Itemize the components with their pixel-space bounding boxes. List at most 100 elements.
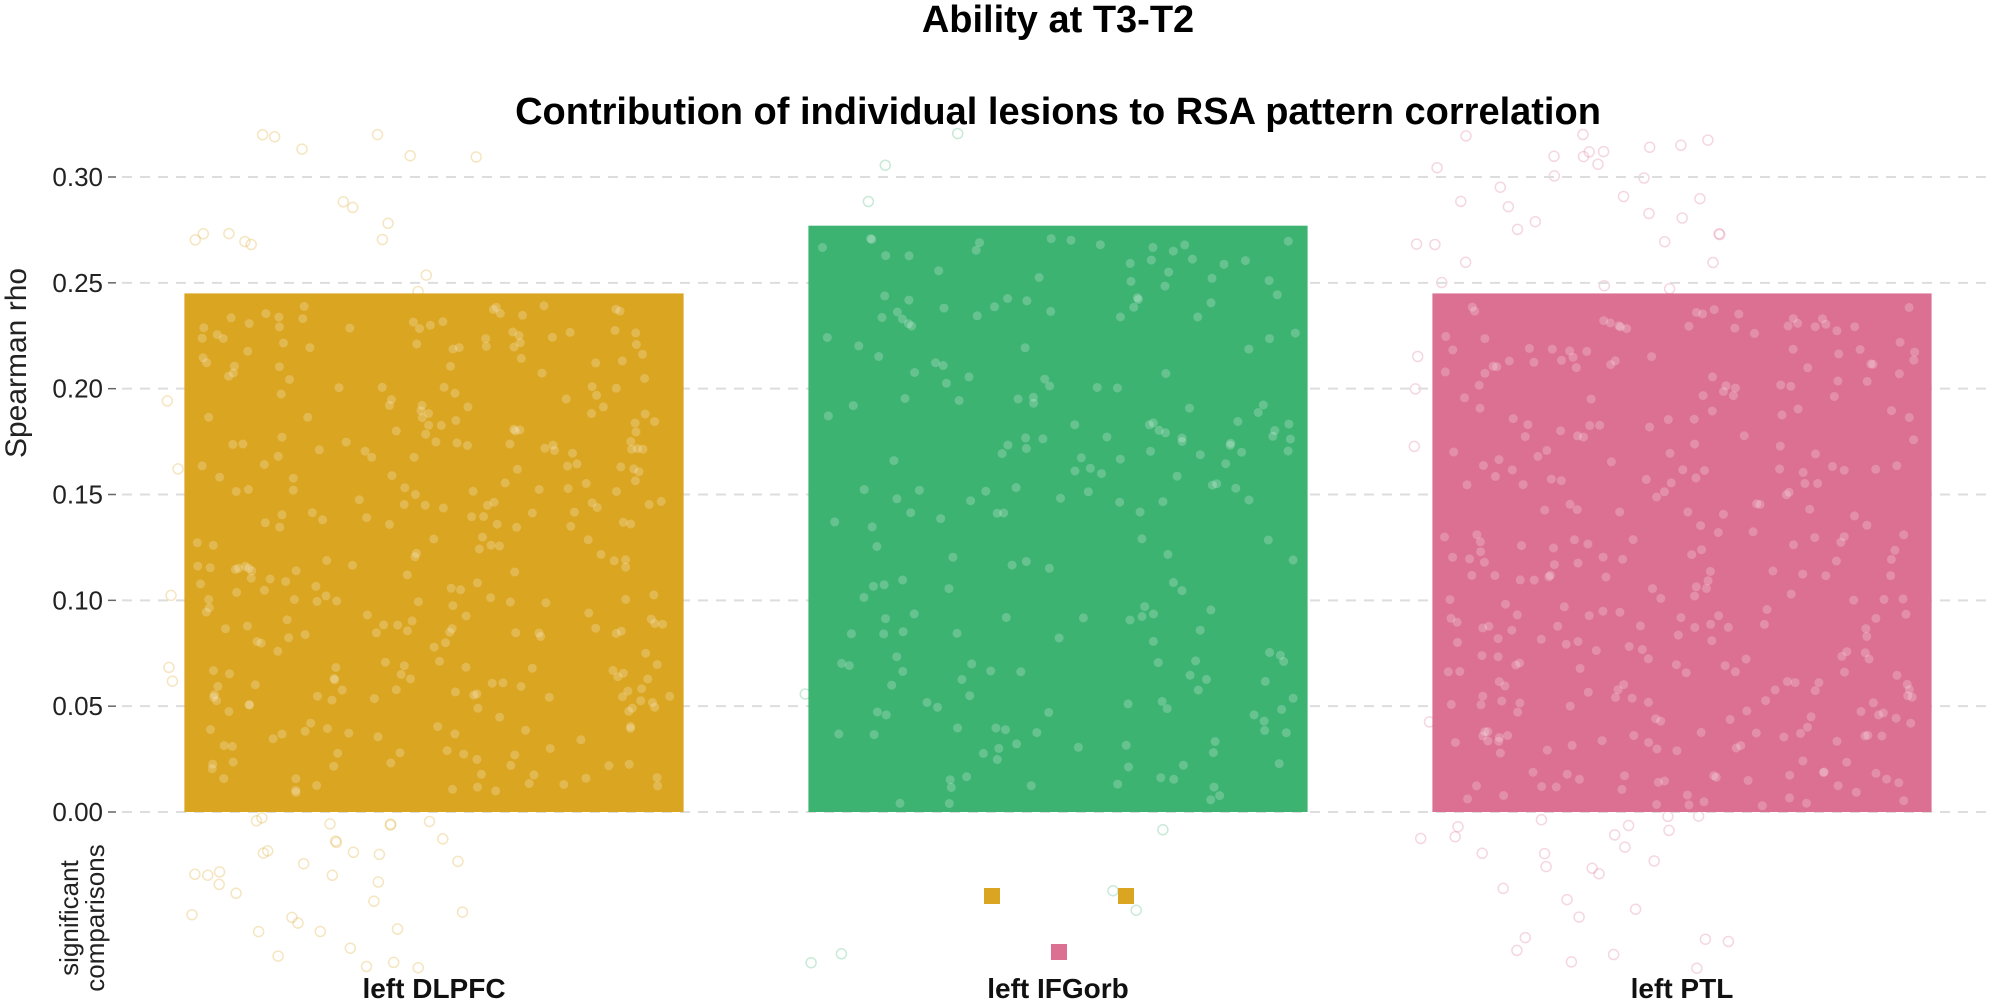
bar-point xyxy=(260,518,270,528)
bar-point xyxy=(1013,394,1023,404)
bar-point xyxy=(1040,374,1050,384)
bar-point xyxy=(1046,306,1056,316)
bar-point xyxy=(1212,479,1222,489)
jitter-point xyxy=(1629,903,1642,915)
bar-point xyxy=(232,587,242,597)
bar-point xyxy=(344,728,354,738)
bar-point xyxy=(1156,773,1166,783)
bar-point xyxy=(1233,417,1243,426)
bar-point xyxy=(307,508,317,518)
bar-point xyxy=(1673,630,1683,640)
bar-point xyxy=(1029,398,1039,408)
bar-point xyxy=(962,772,972,782)
bar-point xyxy=(1483,736,1493,746)
jitter-point xyxy=(337,196,350,208)
jitter-point xyxy=(1617,190,1630,203)
significance-marker xyxy=(1118,888,1134,904)
bar-point xyxy=(474,544,484,554)
bar-point xyxy=(846,629,856,639)
bar-point xyxy=(1021,557,1031,566)
bar-point xyxy=(197,333,207,343)
jitter-point xyxy=(1497,882,1509,895)
bar-point xyxy=(587,498,597,508)
bar-point xyxy=(407,616,417,626)
bar-point xyxy=(486,540,496,550)
bar-point xyxy=(495,541,504,551)
bar-point xyxy=(197,461,207,471)
bar-point xyxy=(1866,359,1876,369)
bar-point xyxy=(275,522,285,532)
x-axis: left DLPFC left IFGorb left PTL xyxy=(362,973,1733,1004)
jitter-point xyxy=(189,234,202,246)
jitter-point xyxy=(1538,847,1551,860)
bar-point xyxy=(650,417,660,427)
bar-point xyxy=(1448,552,1458,562)
bar-point xyxy=(1648,584,1657,594)
bar-point xyxy=(1793,318,1803,328)
bar-point xyxy=(274,362,284,372)
jitter-point xyxy=(412,961,424,974)
bar-point xyxy=(906,508,916,518)
bar-point xyxy=(1544,572,1554,582)
bar-point xyxy=(1140,602,1150,612)
bar-point xyxy=(306,718,316,728)
bar-point xyxy=(348,560,357,570)
bar-point xyxy=(242,621,252,631)
bar-point xyxy=(610,325,620,335)
bar-point xyxy=(547,332,557,342)
bar-point xyxy=(592,503,602,512)
bar-point xyxy=(451,416,461,425)
bar-point xyxy=(1193,312,1203,322)
bar-point xyxy=(1861,624,1871,634)
bar-point xyxy=(391,426,401,436)
bar-point xyxy=(279,338,288,348)
bar-point xyxy=(1782,677,1792,687)
jitter-point xyxy=(324,818,336,830)
bar-point xyxy=(487,678,497,688)
bar-point xyxy=(1244,495,1254,505)
bar-point xyxy=(396,669,406,679)
bar-point xyxy=(408,317,418,327)
bar-point xyxy=(879,580,889,590)
bar-point xyxy=(1092,383,1102,392)
bar-point xyxy=(273,451,283,461)
bar-point xyxy=(895,798,905,808)
jitter-point xyxy=(292,917,304,929)
bar-point xyxy=(1007,560,1017,570)
bar-point xyxy=(298,314,308,324)
bar-point xyxy=(400,483,410,493)
bar-point xyxy=(1618,554,1628,564)
bar-point xyxy=(1898,594,1908,604)
bar-point xyxy=(892,307,902,317)
bar-point xyxy=(604,761,614,771)
bar-point xyxy=(1480,334,1490,344)
bar-point xyxy=(1209,782,1219,792)
bar-point xyxy=(576,735,586,745)
bar-point xyxy=(953,723,963,733)
bar-point xyxy=(1860,731,1870,741)
bar-point xyxy=(387,471,397,481)
jitter-point xyxy=(452,855,464,868)
bar-point xyxy=(354,495,364,505)
bar-point xyxy=(244,319,254,328)
bar-point xyxy=(409,452,419,462)
bar-point xyxy=(276,389,286,399)
bar-point xyxy=(215,472,225,482)
bar-point xyxy=(433,722,443,732)
bar-point xyxy=(1691,473,1701,483)
bar-point xyxy=(1887,406,1896,416)
bar-point xyxy=(461,611,471,621)
bar-point xyxy=(587,409,596,418)
bar-point xyxy=(1512,610,1522,620)
bar-point xyxy=(1901,609,1911,619)
bar-point xyxy=(1814,678,1824,688)
bar-point xyxy=(1497,696,1507,706)
bar-point xyxy=(1208,748,1218,758)
bar-point xyxy=(1742,706,1752,716)
bar-point xyxy=(1802,798,1811,808)
bar-point xyxy=(1894,369,1904,379)
bar-point xyxy=(247,566,257,576)
bar-point xyxy=(626,724,635,733)
jitter-point xyxy=(1694,192,1706,205)
bar-point xyxy=(1467,302,1477,312)
